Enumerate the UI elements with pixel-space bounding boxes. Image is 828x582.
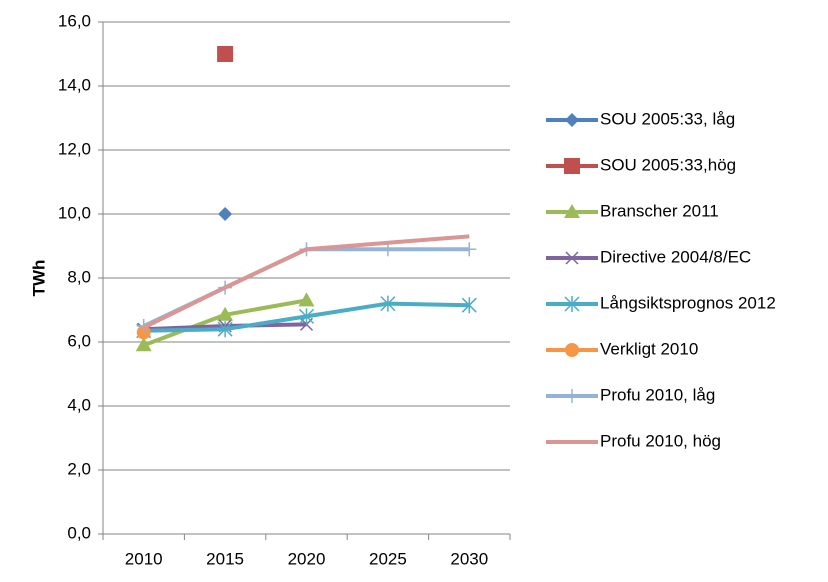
y-tick-label: 8,0: [67, 267, 91, 286]
point: [218, 207, 233, 221]
legend-label: Branscher 2011: [600, 201, 719, 220]
y-tick-label: 0,0: [67, 523, 91, 542]
y-tick-label: 2,0: [67, 459, 91, 478]
series-line: [142, 234, 470, 330]
legend-marker: [564, 158, 580, 174]
x-tick-label: 2015: [206, 549, 244, 568]
y-tick-label: 12,0: [58, 139, 91, 158]
legend-marker: [564, 204, 580, 218]
y-tick-label: 14,0: [58, 75, 91, 94]
point: [217, 321, 233, 338]
point: [135, 337, 152, 352]
legend-label: Profu 2010, hög: [600, 431, 721, 450]
x-tick-label: 2030: [450, 549, 488, 568]
point: [298, 292, 315, 307]
point: [217, 306, 234, 321]
point: [461, 297, 477, 314]
x-tick-label: 2010: [125, 549, 163, 568]
legend-label: SOU 2005:33,hög: [600, 155, 736, 174]
legend-label: Directive 2004/8/EC: [600, 247, 751, 266]
y-axis-title: TWh: [29, 260, 48, 297]
legend-marker: [565, 389, 579, 403]
point: [380, 295, 396, 312]
point: [217, 46, 234, 62]
legend-label: Långsiktsprognos 2012: [600, 293, 776, 312]
point: [298, 308, 315, 325]
legend-label: Profu 2010, låg: [600, 385, 715, 404]
y-tick-label: 16,0: [58, 11, 91, 30]
y-tick-label: 10,0: [58, 203, 91, 222]
x-tick-label: 2020: [288, 549, 326, 568]
point: [462, 242, 477, 257]
legend-marker: [565, 251, 579, 265]
legend-label: Verkligt 2010: [600, 339, 698, 358]
legend-marker: [565, 343, 579, 357]
y-tick-label: 4,0: [67, 395, 91, 414]
legend-label: SOU 2005:33, låg: [600, 109, 735, 128]
legend-marker: [565, 113, 579, 127]
y-tick-label: 6,0: [67, 331, 91, 350]
x-tick-label: 2025: [369, 549, 407, 568]
legend-marker: [564, 296, 580, 312]
